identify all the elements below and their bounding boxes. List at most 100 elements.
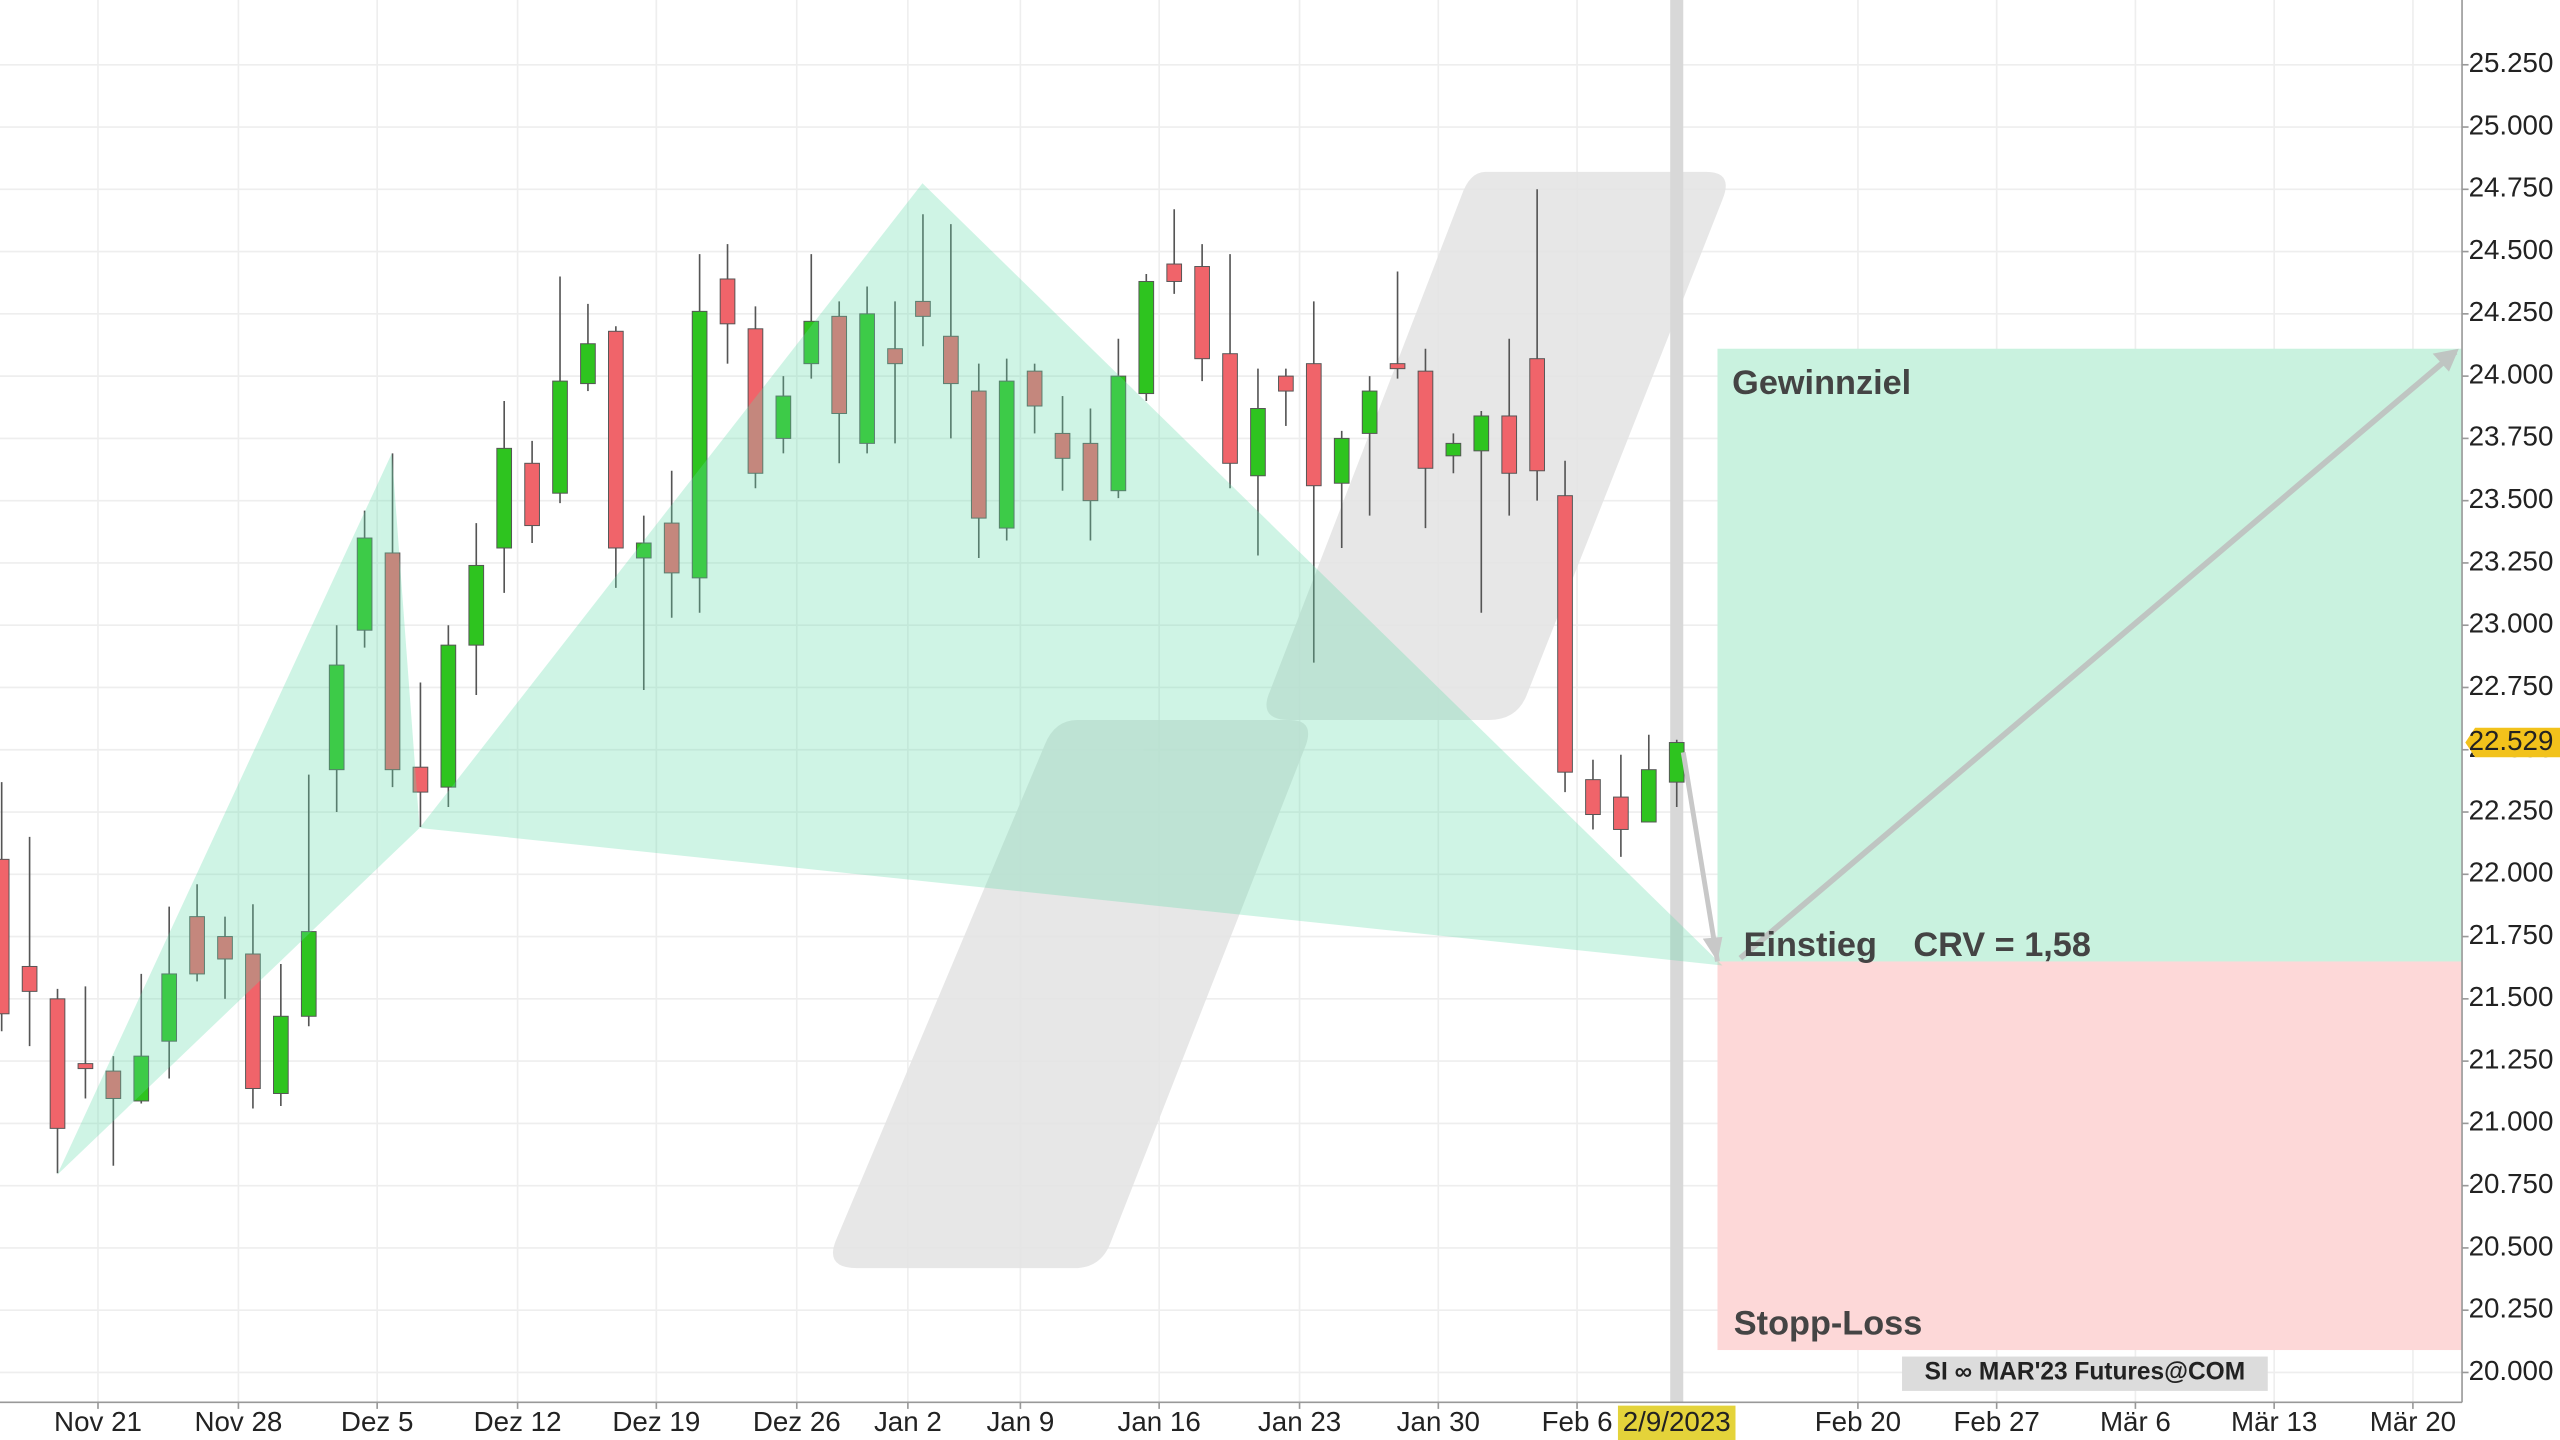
- y-tick-label: 21.500: [2469, 981, 2554, 1012]
- candle-body: [1389, 363, 1406, 370]
- y-tick-label: 22.000: [2469, 857, 2554, 888]
- x-tick-label: Jan 2: [874, 1406, 942, 1437]
- y-tick-label: 23.250: [2469, 545, 2554, 576]
- x-tick-label: Dez 19: [612, 1406, 700, 1437]
- candle-body: [1026, 370, 1043, 407]
- x-tick-label: Jan 9: [986, 1406, 1054, 1437]
- candle-body: [1529, 358, 1545, 472]
- candle-body: [77, 1063, 94, 1070]
- y-tick-label: 23.000: [2469, 608, 2554, 639]
- pattern-triangle: [419, 183, 1723, 966]
- last-price-box: [2465, 727, 2560, 758]
- y-tick-label: 20.750: [2469, 1168, 2554, 1199]
- candle-body: [1361, 390, 1378, 434]
- y-tick-label: 23.500: [2469, 483, 2554, 514]
- source-label-box: [1902, 1356, 2268, 1391]
- candle-body: [552, 380, 568, 494]
- candle-body: [1445, 442, 1462, 457]
- candle-body: [580, 343, 596, 385]
- candle-body: [356, 537, 373, 631]
- candle-body: [831, 315, 848, 414]
- crosshair-label-box: [1617, 1405, 1736, 1440]
- pattern: [57, 183, 1723, 1175]
- x-tick-label: Mär 6: [2100, 1406, 2171, 1437]
- crv-label: CRV = 1,58: [1913, 926, 2091, 964]
- x-tick-label: Dez 12: [474, 1406, 562, 1437]
- arrow-to-entry: [1680, 751, 1720, 962]
- candle-body: [49, 998, 66, 1129]
- y-tick-label: 21.250: [2469, 1043, 2554, 1074]
- source-label: SI ∞ MAR'23 Futures@COM: [1925, 1358, 2245, 1385]
- candle-body: [691, 310, 708, 579]
- candle-body: [1250, 408, 1266, 477]
- candle-body: [608, 330, 624, 549]
- y-tick-label: 23.750: [2469, 421, 2554, 452]
- x-tick-label: Mär 13: [2231, 1406, 2317, 1437]
- candle-body: [1585, 779, 1601, 816]
- arrows: [1680, 348, 2459, 962]
- y-tick-label: 22.750: [2469, 670, 2554, 701]
- candle-body: [1222, 353, 1238, 464]
- arrow-head: [2432, 348, 2459, 372]
- watermark-shape: [1266, 171, 1726, 720]
- candle-body: [1333, 437, 1350, 484]
- arrow-head: [1702, 936, 1723, 962]
- candle-body: [747, 328, 764, 474]
- x-tick-label: Feb 20: [1815, 1406, 1901, 1437]
- candle-body: [635, 542, 652, 559]
- y-tick-label: 22.250: [2469, 794, 2554, 825]
- x-tick-label: Feb 6: [1542, 1406, 1613, 1437]
- x-tick-label: Dez 5: [341, 1406, 413, 1437]
- candle-body: [943, 335, 959, 385]
- last-price-label: 22.529: [2469, 725, 2554, 756]
- candle-body: [1557, 495, 1573, 773]
- candle-body: [496, 447, 513, 549]
- candles: [0, 189, 1685, 1174]
- y-tick-label: 24.000: [2469, 358, 2554, 389]
- target-label: Gewinnziel: [1732, 364, 1911, 402]
- candle-body: [328, 664, 345, 771]
- y-tick-label: 20.500: [2469, 1230, 2554, 1261]
- candle-body: [970, 390, 987, 519]
- candle-body: [803, 320, 820, 365]
- candle-body: [1613, 796, 1629, 830]
- candle-body: [1417, 370, 1434, 469]
- candle-body: [663, 522, 680, 574]
- y-tick-label: 24.750: [2469, 172, 2554, 203]
- candle-body: [1166, 263, 1183, 282]
- candle-body: [1668, 742, 1685, 783]
- entry-label: Einstieg: [1744, 926, 1877, 964]
- watermark: [832, 171, 1726, 1269]
- watermark-shape: [832, 720, 1309, 1269]
- x-tick-label: Jan 30: [1397, 1406, 1480, 1437]
- candle-body: [1138, 280, 1155, 395]
- candle-body: [468, 564, 485, 646]
- candle-body: [915, 300, 931, 317]
- candle-body: [161, 973, 178, 1042]
- y-tick-label: 24.250: [2469, 296, 2554, 327]
- candle-body: [217, 936, 233, 960]
- candle-body: [189, 916, 205, 975]
- arrow-to-target: [1738, 349, 2458, 961]
- y-tick-label: 20.000: [2469, 1355, 2554, 1386]
- candle-body: [998, 380, 1015, 529]
- candle-body: [412, 766, 429, 793]
- candle-body: [0, 858, 10, 1015]
- x-tick-label: Nov 21: [54, 1406, 142, 1437]
- candle-body: [1054, 432, 1071, 459]
- candle-body: [1640, 769, 1657, 823]
- candle-body: [1501, 415, 1518, 474]
- candle-body: [1194, 266, 1210, 360]
- candle-body: [1278, 375, 1294, 392]
- y-tick-label: 25.000: [2469, 109, 2554, 140]
- y-tick-label: 21.000: [2469, 1106, 2554, 1137]
- x-tick-label: Feb 27: [1953, 1406, 2039, 1437]
- candle-body: [775, 395, 792, 439]
- candle-body: [1473, 415, 1490, 452]
- labels: 20.000 20.250 20.500 20.750 21.000 21.250 21.5…: [54, 47, 2560, 1440]
- pattern-triangle: [57, 453, 420, 1175]
- candle-body: [1110, 375, 1127, 492]
- y-tick-label: 20.250: [2469, 1293, 2554, 1324]
